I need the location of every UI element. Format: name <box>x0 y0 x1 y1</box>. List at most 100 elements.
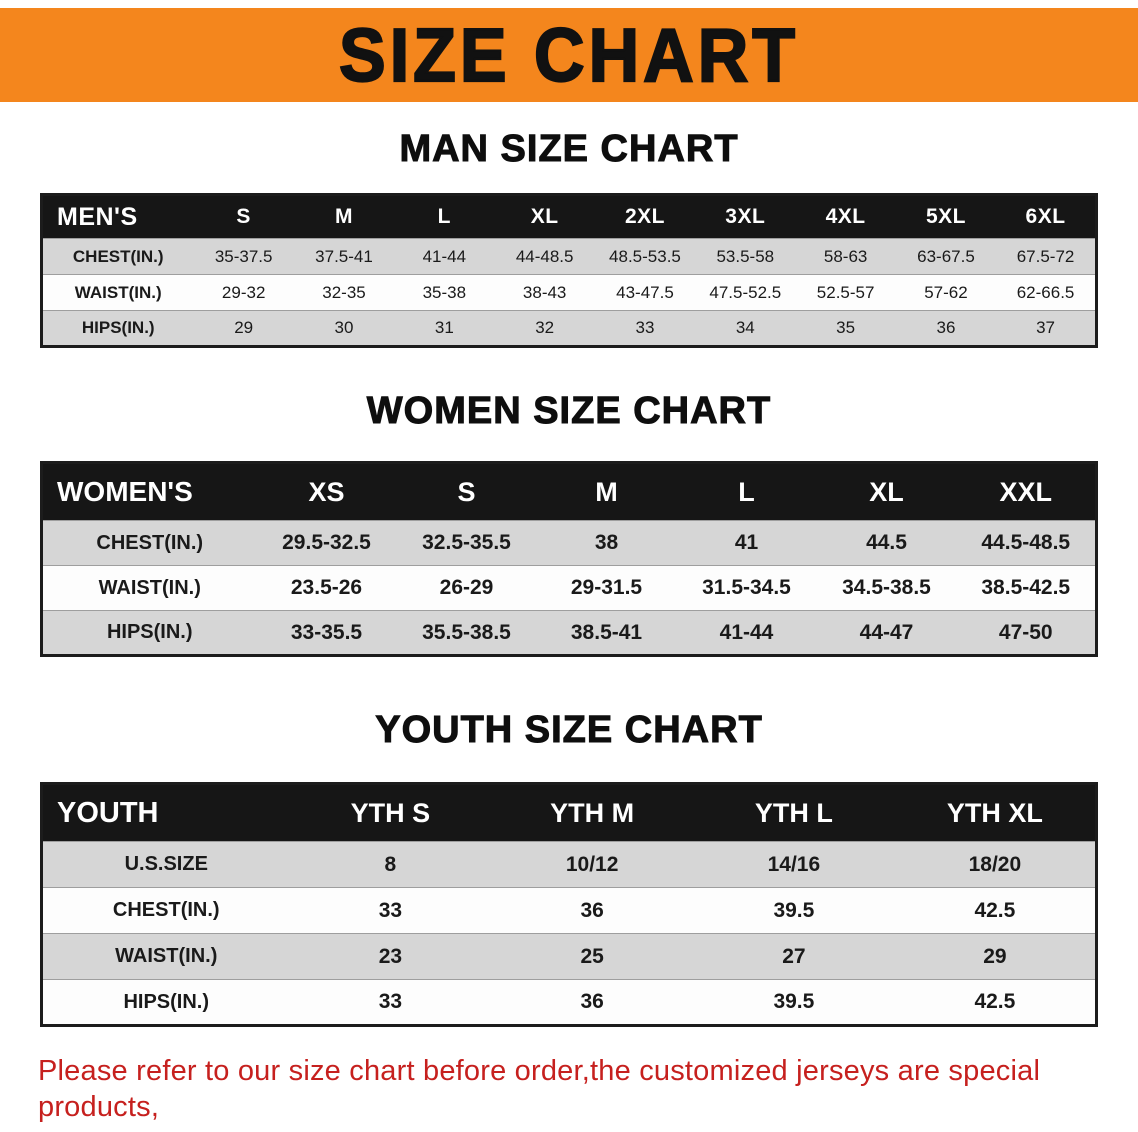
table-row: HIPS(IN.) 33-35.5 35.5-38.5 38.5-41 41-44 44-… <box>41 610 1097 656</box>
size-value-cell: 26-29 <box>396 565 537 611</box>
table-row: WAIST(IN.) 23.5-26 26-29 29-31.5 31.5-34.5 34… <box>41 565 1097 611</box>
size-column-header: YTH XL <box>946 797 1043 828</box>
size-column-header: L <box>738 476 755 507</box>
table-row: CHEST(IN.) 29.5-32.5 32.5-35.5 38 41 44.5 44.5… <box>41 520 1097 566</box>
size-value-cell: 23 <box>289 933 492 980</box>
size-value-cell: 32-35 <box>293 274 395 311</box>
size-value-cell: 35-38 <box>394 274 495 311</box>
size-value-cell: 35-37.5 <box>193 238 294 275</box>
size-value-cell: 47.5-52.5 <box>695 274 796 311</box>
size-column-header: YTH M <box>550 797 635 828</box>
table-title-cell: WOMEN'S <box>57 476 193 507</box>
size-column-header: YTH S <box>350 797 431 828</box>
size-value-cell: 38-43 <box>494 274 595 311</box>
size-value-cell: 62-66.5 <box>996 274 1097 311</box>
size-value-cell: 30 <box>293 310 395 347</box>
size-value-cell: 44-47 <box>816 610 957 656</box>
size-value-cell: 53.5-58 <box>695 238 796 275</box>
size-column-header: M <box>595 476 618 507</box>
size-value-cell: 36 <box>895 310 997 347</box>
size-value-cell: 31 <box>394 310 495 347</box>
page-title: SIZE CHART <box>338 12 799 98</box>
size-value-cell: 33 <box>594 310 696 347</box>
size-column-header: XL <box>530 205 559 228</box>
size-value-cell: 35 <box>795 310 896 347</box>
women-section: WOMEN SIZE CHART WOMEN'S XS S M L XL XXL CHEST(… <box>0 390 1138 657</box>
table-title-cell: MEN'S <box>57 202 138 231</box>
size-value-cell: 36 <box>491 979 693 1026</box>
size-value-cell: 37 <box>996 310 1097 347</box>
size-column-header: XXL <box>999 476 1052 507</box>
women-section-heading: WOMEN SIZE CHART <box>366 390 772 433</box>
row-label-cell: HIPS(IN.) <box>41 610 257 656</box>
size-value-cell: 14/16 <box>693 841 895 888</box>
youth-table-wrap: YOUTH YTH S YTH M YTH L YTH XL U.S.SIZE 8 10/12… <box>0 782 1138 1027</box>
size-value-cell: 43-47.5 <box>594 274 696 311</box>
size-value-cell: 23.5-26 <box>256 565 397 611</box>
size-column-header: XS <box>308 476 345 507</box>
size-value-cell: 44.5-48.5 <box>956 520 1097 566</box>
table-header-row: YOUTH YTH S YTH M YTH L YTH XL <box>41 783 1097 842</box>
size-value-cell: 41 <box>676 520 817 566</box>
size-column-header: L <box>437 205 451 228</box>
size-value-cell: 29 <box>193 310 294 347</box>
men-section-heading: MAN SIZE CHART <box>399 128 739 171</box>
size-column-header: S <box>457 476 476 507</box>
size-value-cell: 33 <box>289 979 492 1026</box>
table-title-cell: YOUTH <box>57 796 159 829</box>
row-label-cell: WAIST(IN.) <box>41 274 194 311</box>
size-value-cell: 10/12 <box>491 841 693 888</box>
size-value-cell: 48.5-53.5 <box>594 238 696 275</box>
size-column-header: XL <box>869 476 904 507</box>
women-table-wrap: WOMEN'S XS S M L XL XXL CHEST(IN.) 29.5-32.5 32.5… <box>0 461 1138 657</box>
youth-size-table: YOUTH YTH S YTH M YTH L YTH XL U.S.SIZE 8 10/12… <box>40 782 1098 1027</box>
table-row: WAIST(IN.) 29-32 32-35 35-38 38-43 43-47.5 47.… <box>41 274 1097 311</box>
row-label-cell: HIPS(IN.) <box>41 310 194 347</box>
size-value-cell: 41-44 <box>394 238 495 275</box>
row-label-cell: WAIST(IN.) <box>41 565 257 611</box>
size-value-cell: 44-48.5 <box>494 238 595 275</box>
youth-section-heading: YOUTH SIZE CHART <box>375 709 763 752</box>
size-value-cell: 39.5 <box>693 887 895 934</box>
banner: SIZE CHART <box>0 8 1138 102</box>
size-column-header: 4XL <box>825 205 866 228</box>
size-value-cell: 41-44 <box>676 610 817 656</box>
row-label-cell: HIPS(IN.) <box>41 979 290 1026</box>
youth-section: YOUTH SIZE CHART YOUTH YTH S YTH M YTH L YTH… <box>0 709 1138 1027</box>
size-value-cell: 52.5-57 <box>795 274 896 311</box>
size-value-cell: 38.5-41 <box>536 610 677 656</box>
disclaimer-line-1: Please refer to our size chart before or… <box>38 1055 1041 1124</box>
row-label-cell: CHEST(IN.) <box>41 887 290 934</box>
size-value-cell: 38.5-42.5 <box>956 565 1097 611</box>
men-section: MAN SIZE CHART MEN'S S M L XL 2XL 3XL 4XL 5XL 6XL… <box>0 128 1138 348</box>
size-value-cell: 44.5 <box>816 520 957 566</box>
size-value-cell: 29.5-32.5 <box>256 520 397 566</box>
table-row: CHEST(IN.) 33 36 39.5 42.5 <box>41 887 1097 934</box>
size-column-header: 3XL <box>725 205 766 228</box>
size-value-cell: 38 <box>536 520 677 566</box>
size-value-cell: 18/20 <box>894 841 1097 888</box>
size-column-header: M <box>334 205 353 228</box>
table-header-row: WOMEN'S XS S M L XL XXL <box>41 462 1097 521</box>
size-value-cell: 33 <box>289 887 492 934</box>
table-row: HIPS(IN.) 33 36 39.5 42.5 <box>41 979 1097 1026</box>
size-value-cell: 37.5-41 <box>293 238 395 275</box>
size-value-cell: 58-63 <box>795 238 896 275</box>
size-value-cell: 34 <box>695 310 796 347</box>
men-table-wrap: MEN'S S M L XL 2XL 3XL 4XL 5XL 6XL CHEST(IN.) 35-37… <box>0 193 1138 348</box>
men-size-table: MEN'S S M L XL 2XL 3XL 4XL 5XL 6XL CHEST(IN.) 35-37… <box>40 193 1098 348</box>
size-value-cell: 8 <box>289 841 492 888</box>
disclaimer: Please refer to our size chart before or… <box>38 1053 1118 1132</box>
size-value-cell: 57-62 <box>895 274 997 311</box>
size-value-cell: 42.5 <box>894 979 1097 1026</box>
size-value-cell: 29 <box>894 933 1097 980</box>
size-value-cell: 47-50 <box>956 610 1097 656</box>
size-value-cell: 27 <box>693 933 895 980</box>
table-row: CHEST(IN.) 35-37.5 37.5-41 41-44 44-48.5 48.5… <box>41 238 1097 275</box>
women-size-table: WOMEN'S XS S M L XL XXL CHEST(IN.) 29.5-32.5 32.5… <box>40 461 1098 657</box>
size-column-header: YTH L <box>754 797 833 828</box>
size-value-cell: 39.5 <box>693 979 895 1026</box>
size-value-cell: 29-31.5 <box>536 565 677 611</box>
size-column-header: 2XL <box>624 205 665 228</box>
